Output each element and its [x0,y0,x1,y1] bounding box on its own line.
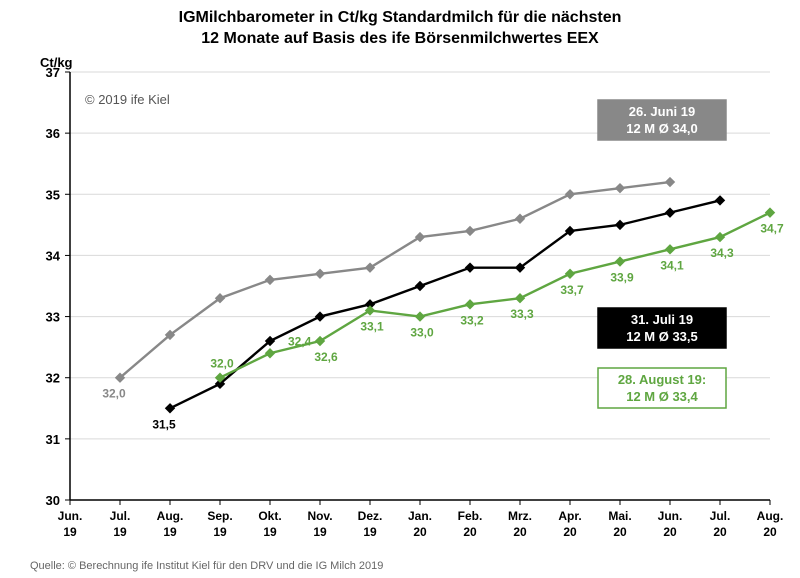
svg-text:32,4: 32,4 [288,334,312,348]
svg-text:33,0: 33,0 [410,326,434,340]
svg-text:30: 30 [46,493,60,508]
svg-text:26. Juni 19: 26. Juni 19 [629,104,695,119]
svg-text:31: 31 [46,432,60,447]
svg-text:33,1: 33,1 [360,319,384,333]
svg-text:12 M Ø 33,4: 12 M Ø 33,4 [626,389,698,404]
svg-text:19: 19 [163,525,177,539]
svg-text:33,3: 33,3 [510,307,534,321]
svg-text:33: 33 [46,310,60,325]
svg-text:36: 36 [46,126,60,141]
svg-text:Mai.: Mai. [608,509,631,523]
svg-text:20: 20 [763,525,777,539]
svg-text:19: 19 [363,525,377,539]
svg-text:20: 20 [513,525,527,539]
svg-text:33,7: 33,7 [560,283,584,297]
svg-text:34: 34 [46,248,61,263]
svg-text:Jul.: Jul. [710,509,731,523]
svg-text:Aug.: Aug. [757,509,784,523]
svg-text:32: 32 [46,371,60,386]
svg-text:20: 20 [563,525,577,539]
svg-text:12 M Ø 34,0: 12 M Ø 34,0 [626,121,698,136]
svg-text:33,2: 33,2 [460,313,484,327]
svg-text:20: 20 [713,525,727,539]
svg-text:Mrz.: Mrz. [508,509,532,523]
svg-text:32,0: 32,0 [210,357,234,371]
svg-text:28. August 19:: 28. August 19: [618,372,706,387]
svg-text:31. Juli 19: 31. Juli 19 [631,312,693,327]
svg-text:Jul.: Jul. [110,509,131,523]
svg-text:Nov.: Nov. [307,509,332,523]
svg-text:20: 20 [663,525,677,539]
svg-text:34,7: 34,7 [760,222,784,236]
svg-text:19: 19 [213,525,227,539]
svg-text:Apr.: Apr. [558,509,581,523]
svg-text:32,6: 32,6 [314,350,338,364]
svg-text:Jun.: Jun. [58,509,83,523]
chart-container: { "title_line1": "IGMilchbarometer in Ct… [0,0,800,578]
svg-text:20: 20 [413,525,427,539]
svg-text:12 M Ø 33,5: 12 M Ø 33,5 [626,329,698,344]
svg-text:19: 19 [313,525,327,539]
svg-text:Feb.: Feb. [458,509,483,523]
svg-text:Sep.: Sep. [207,509,232,523]
svg-text:31,5: 31,5 [152,417,176,431]
chart-svg: 30 31 32 33 34 35 36 37 Jun. 19 Jul. 19 Aug. 19 Sep. 19… [0,0,800,578]
svg-text:Okt.: Okt. [258,509,281,523]
svg-text:Aug.: Aug. [157,509,184,523]
svg-text:32,0: 32,0 [102,387,126,401]
svg-text:Dez.: Dez. [358,509,383,523]
svg-text:19: 19 [113,525,127,539]
svg-text:20: 20 [613,525,627,539]
svg-text:33,9: 33,9 [610,271,634,285]
svg-text:19: 19 [263,525,277,539]
svg-text:34,1: 34,1 [660,258,684,272]
svg-text:35: 35 [46,187,60,202]
svg-text:Jan.: Jan. [408,509,432,523]
svg-text:20: 20 [463,525,477,539]
svg-text:Jun.: Jun. [658,509,683,523]
svg-text:37: 37 [46,65,60,80]
svg-text:34,3: 34,3 [710,246,734,260]
svg-text:19: 19 [63,525,77,539]
